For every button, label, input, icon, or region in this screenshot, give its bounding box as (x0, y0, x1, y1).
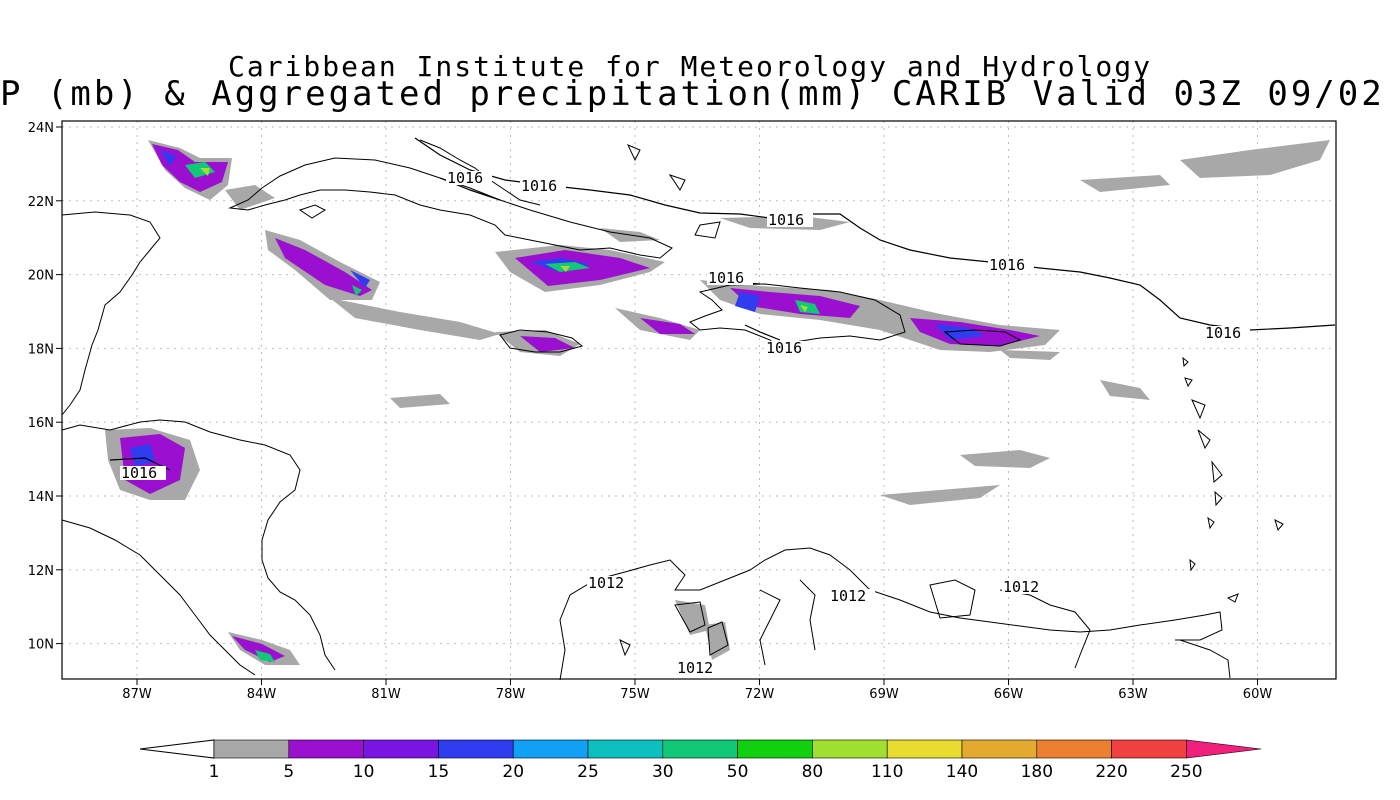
isobar-label: 1016 (121, 464, 157, 482)
colorbar-label: 250 (1170, 762, 1202, 782)
colorbar-swatch (1036, 739, 1112, 759)
colorbar-label: 1 (209, 762, 220, 782)
colorbar-label: 220 (1095, 762, 1127, 782)
colorbar-swatch (288, 739, 364, 759)
colorbar-swatch (587, 739, 664, 759)
colorbar-swatch (662, 739, 738, 759)
isobar-label: 1012 (588, 574, 624, 592)
lon-tick-label: 60W (1243, 687, 1273, 702)
isobar-label: 1016 (766, 339, 802, 357)
isobar-label: 1012 (1003, 578, 1039, 596)
colorbar-label: 140 (946, 762, 978, 782)
colorbar-swatch (438, 739, 514, 759)
isobar-label: 1016 (1205, 324, 1241, 342)
title-line-1: Caribbean Institute for Meteorology and … (227, 50, 1152, 83)
isobars (109, 137, 1336, 471)
lat-tick-label: 18N (28, 342, 54, 357)
colorbar-label: 30 (652, 762, 674, 782)
lon-tick-label: 75W (620, 687, 650, 702)
longitude-axis: 87W 84W 81W 78W 75W 72W 69W 66W 63W 60W (122, 679, 1272, 702)
colorbar-label: 15 (428, 762, 450, 782)
latitude-axis: 24N 22N 20N 18N 16N 14N 12N 10N (28, 121, 62, 653)
lon-tick-label: 87W (122, 687, 152, 702)
map-frame (61, 120, 1337, 680)
isobar-label: 1016 (447, 169, 483, 187)
colorbar-swatch (512, 739, 589, 759)
colorbar-label: 80 (802, 762, 824, 782)
lon-tick-label: 84W (247, 687, 277, 702)
lat-tick-label: 14N (28, 490, 54, 505)
lat-tick-label: 12N (28, 564, 54, 579)
isobar-label: 1016 (989, 256, 1025, 274)
lat-tick-label: 10N (28, 638, 54, 653)
lon-tick-label: 66W (994, 687, 1024, 702)
coastlines (61, 139, 1284, 681)
colorbar-label: 20 (502, 762, 524, 782)
colorbar-label: 25 (577, 762, 599, 782)
isobar-labels: 1016 1016 1016 1016 1016 1016 1016 1016 … (120, 169, 1250, 677)
isobar-label: 1012 (830, 587, 866, 605)
lat-tick-label: 24N (28, 121, 54, 136)
lat-tick-label: 16N (28, 416, 54, 431)
isobar-label: 1016 (521, 177, 557, 195)
lon-tick-label: 81W (371, 687, 401, 702)
colorbar-label: 180 (1021, 762, 1053, 782)
lat-tick-label: 20N (28, 269, 54, 284)
colorbar-label: 10 (353, 762, 375, 782)
precipitation-shading (105, 140, 1330, 665)
colorbar-label: 110 (871, 762, 903, 782)
isobar-label: 1012 (677, 659, 713, 677)
colorbar-label: 50 (727, 762, 749, 782)
colorbar-swatch (812, 739, 888, 759)
colorbar-swatch (961, 739, 1038, 759)
lon-tick-label: 78W (496, 687, 526, 702)
lon-tick-label: 72W (745, 687, 775, 702)
lon-tick-label: 63W (1118, 687, 1148, 702)
lat-tick-label: 22N (28, 195, 54, 210)
graticule (62, 121, 1336, 679)
title-line-2: P (mb) & Aggregated precipitation(mm) CA… (0, 74, 1400, 114)
colorbar: 1 5 10 15 20 25 30 50 80 110 140 180 220 250 (139, 739, 1262, 782)
lon-tick-label: 69W (869, 687, 899, 702)
colorbar-under-arrow (139, 739, 215, 759)
colorbar-swatch (886, 739, 963, 759)
colorbar-swatch (1111, 739, 1187, 759)
colorbar-swatch (737, 739, 813, 759)
isobar-label: 1016 (708, 269, 744, 287)
colorbar-swatch (363, 739, 439, 759)
colorbar-swatch (213, 739, 290, 759)
colorbar-over-arrow (1186, 739, 1262, 759)
isobar-label: 1016 (768, 211, 804, 229)
colorbar-label: 5 (283, 762, 294, 782)
